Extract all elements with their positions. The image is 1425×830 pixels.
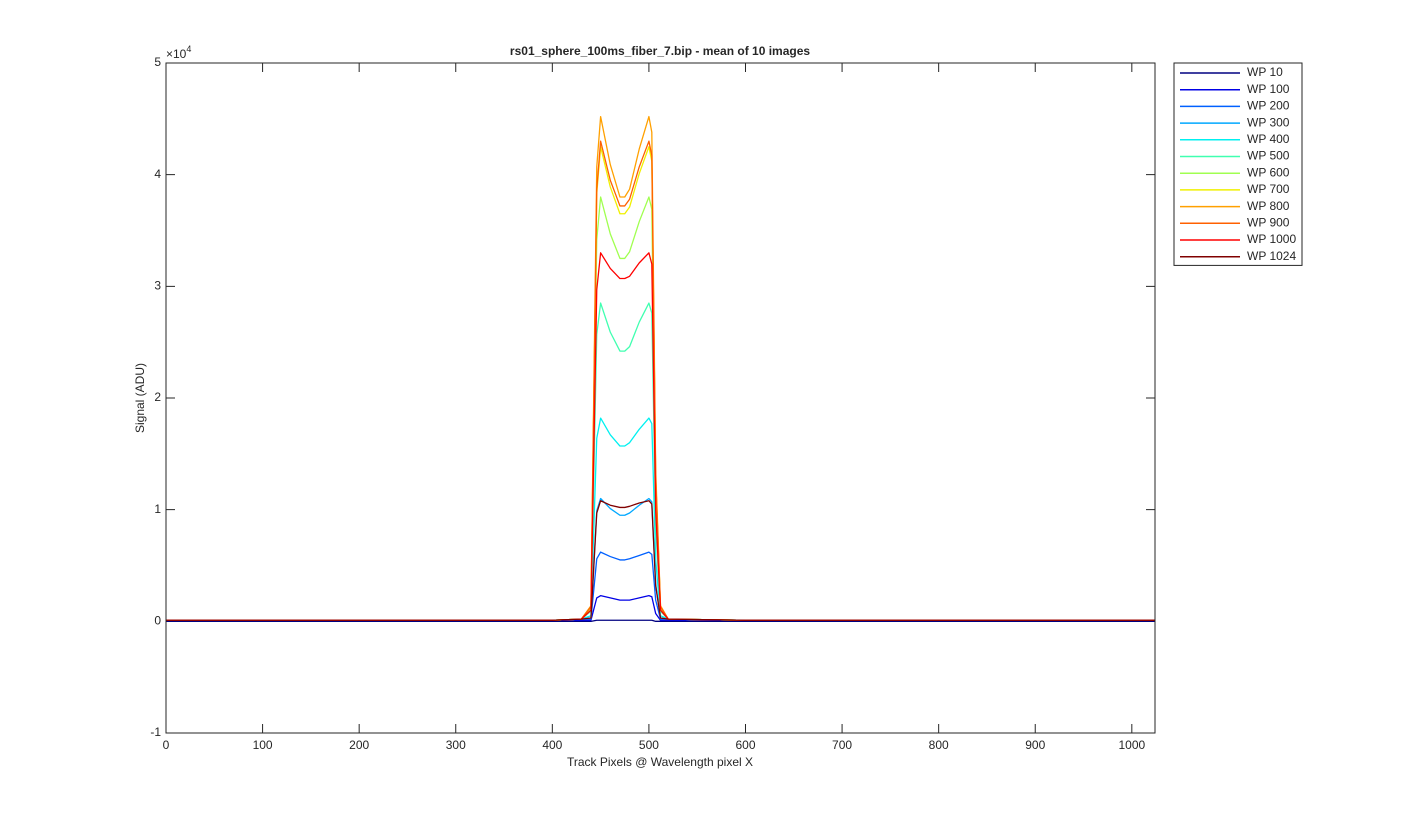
y-tick-label: 4 [154,167,161,181]
y-axis-label: Signal (ADU) [133,363,147,433]
legend-label: WP 10 [1247,65,1283,79]
y-multiplier: ×104 [166,44,191,61]
legend-label: WP 200 [1247,99,1290,113]
multiplier-base: ×10 [166,47,187,61]
y-tick-label: 2 [154,390,161,404]
x-tick-label: 500 [639,738,659,752]
x-tick-label: 200 [349,738,369,752]
x-tick-label: 0 [163,738,170,752]
x-tick-label: 400 [542,738,562,752]
legend-label: WP 100 [1247,82,1290,96]
legend-label: WP 500 [1247,149,1290,163]
x-tick-label: 700 [832,738,852,752]
y-tick-label: 5 [154,55,161,69]
legend-label: WP 1024 [1247,249,1296,263]
x-tick-label: 100 [253,738,273,752]
x-axis-label: Track Pixels @ Wavelength pixel X [567,755,753,769]
x-tick-label: 900 [1025,738,1045,752]
legend-label: WP 900 [1247,215,1290,229]
x-tick-label: 600 [735,738,755,752]
legend-box [1173,62,1303,266]
multiplier-exponent: 4 [186,44,191,54]
legend-label: WP 600 [1247,165,1290,179]
y-tick-label: -1 [150,725,161,739]
series-line [166,619,1155,622]
y-tick-label: 3 [154,279,161,293]
legend-label: WP 400 [1247,132,1290,146]
y-tick-label: 0 [154,614,161,628]
chart-title: rs01_sphere_100ms_fiber_7.bip - mean of … [510,44,810,58]
plot-frame [165,62,1156,734]
x-tick-label: 300 [446,738,466,752]
legend-label: WP 300 [1247,115,1290,129]
legend-label: WP 700 [1247,182,1290,196]
y-tick-label: 1 [154,502,161,516]
legend-label: WP 1000 [1247,232,1296,246]
x-tick-label: 1000 [1118,738,1145,752]
legend-label: WP 800 [1247,199,1290,213]
plot-area [166,63,1155,733]
x-tick-label: 800 [929,738,949,752]
series-line [166,500,1155,621]
